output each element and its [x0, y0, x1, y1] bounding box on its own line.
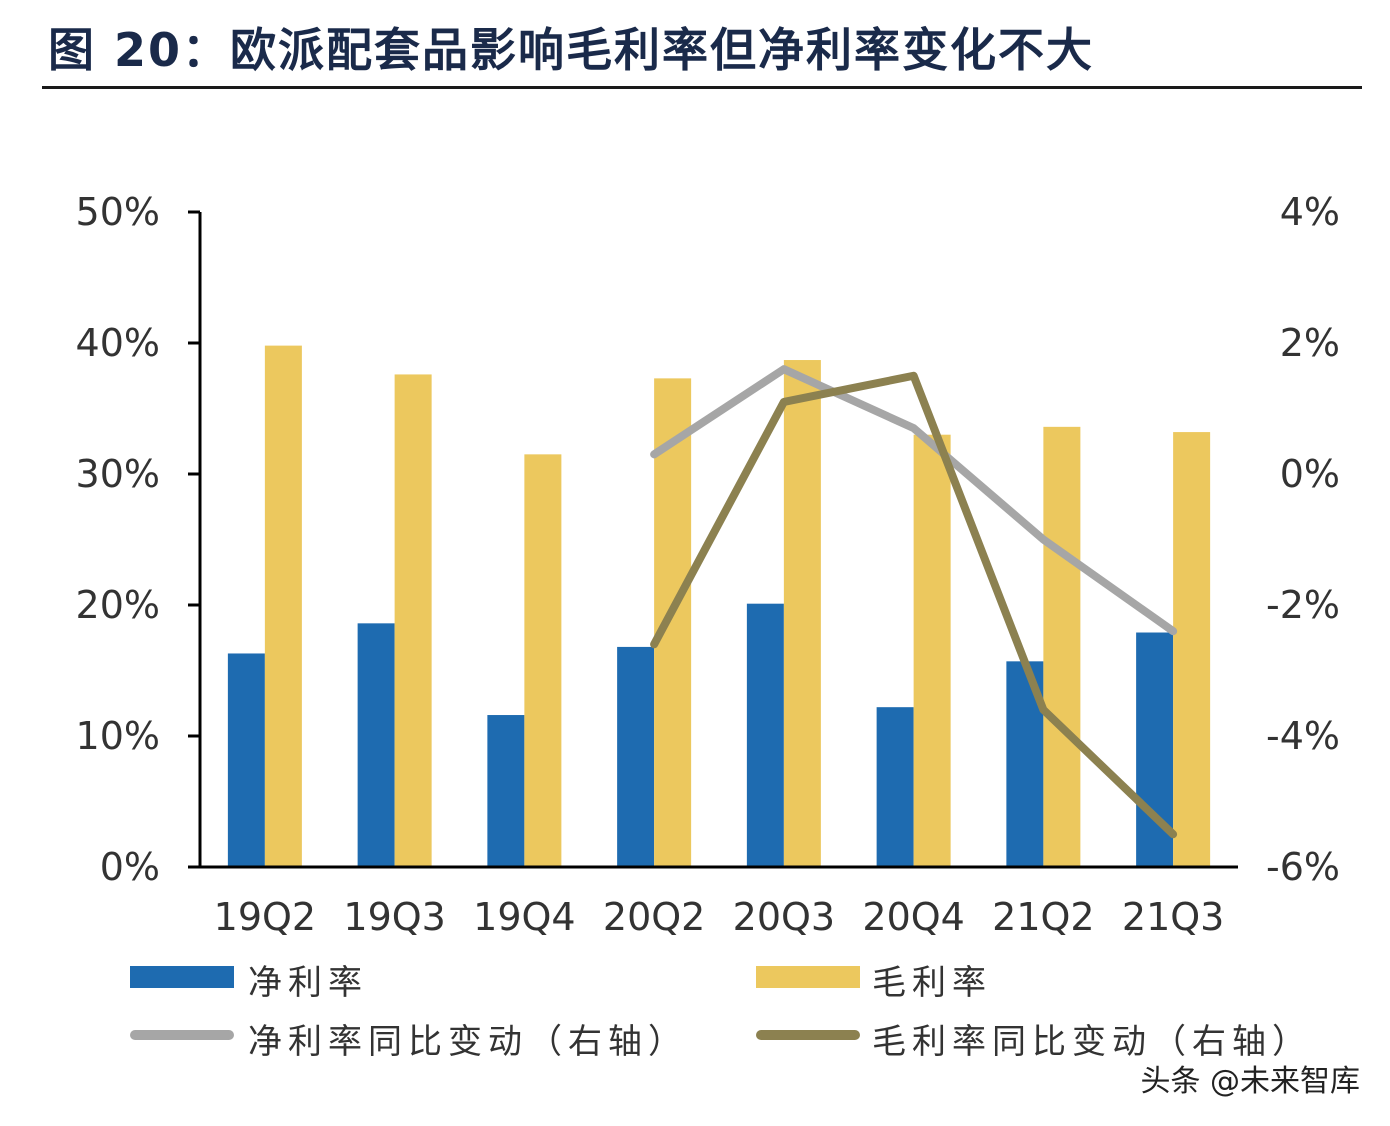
legend-label-gross-margin-yoy: 毛利率同比变动（右轴）	[872, 1022, 1312, 1062]
x-tick-label: 21Q2	[992, 895, 1094, 939]
bar-19q4-gross-margin	[524, 454, 562, 867]
legend-swatch-gross-margin	[756, 966, 860, 988]
axes-group: 0% 10% 20% 30% 40% 50% -6% -4% -2% 0% 2% 4% 19Q2 19Q3…	[76, 190, 1340, 939]
lines-group	[650, 365, 1178, 839]
y-left-tick-label: 20%	[76, 583, 160, 627]
bar-20q2-gross-margin	[654, 378, 692, 867]
bar-21q2-gross-margin	[1043, 426, 1081, 867]
y-right-tick-label: 4%	[1280, 190, 1340, 234]
bar-20q2-net-margin	[617, 646, 655, 867]
x-tick-label: 21Q3	[1122, 895, 1224, 939]
title-rule	[42, 86, 1362, 89]
legend-label-gross-margin: 毛利率	[872, 963, 992, 1003]
bar-21q3-gross-margin	[1173, 432, 1211, 867]
x-tick-label: 19Q2	[214, 895, 316, 939]
y-right-tick-label: -2%	[1266, 583, 1340, 627]
bar-20q3-net-margin	[746, 603, 784, 867]
line-gross-margin-yoy	[650, 371, 1178, 839]
y-left-tick-label: 10%	[76, 714, 160, 758]
y-right-tick-label: -6%	[1266, 845, 1340, 889]
bar-19q2-gross-margin	[264, 345, 302, 867]
x-tick-label: 20Q4	[862, 895, 964, 939]
x-tick-label: 20Q2	[603, 895, 705, 939]
legend-label-net-margin: 净利率	[248, 963, 368, 1003]
bar-20q4-gross-margin	[913, 434, 951, 867]
bar-19q3-gross-margin	[394, 374, 432, 867]
legend-swatch-net-margin	[130, 966, 234, 988]
y-left-tick-label: 30%	[76, 452, 160, 496]
bars-group	[227, 345, 1211, 867]
bar-20q4-net-margin	[876, 707, 914, 867]
y-left-tick-label: 50%	[76, 190, 160, 234]
x-tick-label: 19Q3	[343, 895, 445, 939]
y-left-tick-label: 0%	[100, 845, 160, 889]
y-right-tick-label: -4%	[1266, 714, 1340, 758]
bar-20q3-gross-margin	[783, 360, 821, 867]
legend-label-net-margin-yoy: 净利率同比变动（右轴）	[248, 1022, 688, 1062]
legend-swatch-net-margin-yoy	[130, 1030, 234, 1040]
bar-19q3-net-margin	[357, 623, 395, 867]
y-left-tick-label: 40%	[76, 321, 160, 365]
figure-title: 图 20：欧派配套品影响毛利率但净利率变化不大	[48, 23, 1095, 77]
watermark: 头条 @未来智库	[1140, 1064, 1360, 1099]
bar-19q4-net-margin	[487, 715, 525, 867]
bar-19q2-net-margin	[227, 653, 265, 867]
x-tick-label: 19Q4	[473, 895, 575, 939]
y-right-tick-label: 2%	[1280, 321, 1340, 365]
legend-swatch-gross-margin-yoy	[756, 1030, 860, 1040]
line-net-margin-yoy	[650, 365, 1178, 636]
x-tick-label: 20Q3	[733, 895, 835, 939]
y-right-tick-label: 0%	[1280, 452, 1340, 496]
